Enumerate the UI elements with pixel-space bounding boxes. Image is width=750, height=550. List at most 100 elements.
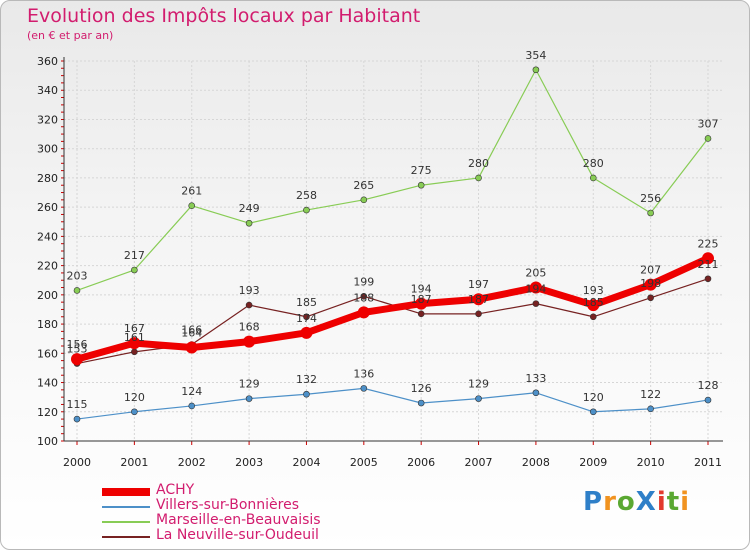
legend-swatch <box>102 506 150 508</box>
data-point <box>704 396 712 404</box>
data-point <box>73 287 81 294</box>
y-tick-label: 220 <box>37 260 58 273</box>
data-label: 129 <box>239 378 260 391</box>
x-tick-label: 2010 <box>637 456 665 469</box>
data-point <box>415 297 428 310</box>
data-point <box>589 174 597 182</box>
x-tick-label: 2001 <box>120 456 148 469</box>
data-point <box>188 202 196 209</box>
series-achy <box>71 252 714 366</box>
data-label: 133 <box>525 372 546 385</box>
y-tick-label: 140 <box>37 377 58 390</box>
data-point <box>360 196 368 204</box>
data-point <box>644 278 657 291</box>
data-label: 193 <box>583 284 604 297</box>
data-label: 161 <box>124 331 145 344</box>
y-tick-label: 260 <box>37 201 58 214</box>
data-label: 280 <box>468 157 489 170</box>
data-label: 194 <box>525 283 546 296</box>
data-point <box>188 402 196 410</box>
data-label: 207 <box>640 264 661 277</box>
data-point <box>131 266 138 274</box>
data-point <box>704 135 712 142</box>
data-point <box>303 206 310 214</box>
data-label: 185 <box>296 296 317 309</box>
data-point <box>300 326 313 339</box>
legend-label: ACHY <box>156 482 195 498</box>
x-tick-label: 2000 <box>63 456 91 469</box>
series-villers-sur-bonnieres <box>73 385 712 423</box>
data-label: 217 <box>124 249 145 262</box>
data-label: 128 <box>698 379 719 392</box>
data-point <box>704 275 712 283</box>
data-label: 256 <box>640 192 661 205</box>
data-point <box>475 174 482 182</box>
data-point <box>303 390 310 398</box>
data-label: 280 <box>583 157 604 170</box>
data-point <box>131 408 138 416</box>
data-label: 199 <box>353 275 374 288</box>
data-point <box>472 293 485 306</box>
data-label: 265 <box>353 179 374 192</box>
chart-title: Evolution des Impôts locaux par Habitant <box>27 5 421 27</box>
legend-label: La Neuville-sur-Oudeuil <box>156 527 319 543</box>
data-point <box>647 405 654 413</box>
data-point <box>245 395 253 402</box>
data-point <box>589 313 597 321</box>
x-tick-label: 2006 <box>407 456 435 469</box>
series-line <box>76 387 709 420</box>
data-label: 166 <box>181 324 202 337</box>
data-label: 132 <box>296 373 317 386</box>
y-tick-label: 180 <box>37 318 58 331</box>
data-label: 187 <box>468 293 489 306</box>
y-tick-label: 300 <box>37 143 58 156</box>
data-point <box>360 385 368 392</box>
data-label: 168 <box>239 321 260 334</box>
y-tick-label: 320 <box>37 113 58 126</box>
data-point <box>71 353 83 366</box>
data-point <box>532 300 540 307</box>
y-tick-label: 240 <box>37 230 58 243</box>
data-label: 198 <box>640 277 661 290</box>
legend-label: Villers-sur-Bonnières <box>156 497 300 513</box>
data-label: 115 <box>67 398 88 411</box>
data-point <box>417 399 425 407</box>
series-line <box>73 254 712 363</box>
x-tick-label: 2004 <box>292 456 320 469</box>
axes: 100 120 140 160 180 200 220 240 260 280 300 320 340 3… <box>37 55 723 469</box>
y-tick-label: 160 <box>37 347 58 360</box>
data-point <box>529 281 542 294</box>
data-point <box>243 335 256 348</box>
data-label: 193 <box>239 284 260 297</box>
data-label: 153 <box>67 343 88 356</box>
x-tick-label: 2009 <box>579 456 607 469</box>
data-point <box>532 66 540 74</box>
data-label: 249 <box>239 202 260 215</box>
x-tick-label: 2005 <box>350 456 378 469</box>
data-label: 120 <box>124 391 145 404</box>
data-label: 197 <box>468 278 489 291</box>
grid <box>64 60 723 442</box>
legend-label: Marseille-en-Beauvaisis <box>156 512 321 528</box>
y-tick-label: 360 <box>37 55 58 68</box>
data-label: 164 <box>181 326 202 339</box>
data-point <box>417 310 425 318</box>
data-point <box>589 408 597 416</box>
data-label: 185 <box>583 296 604 309</box>
data-point <box>73 415 81 423</box>
data-label: 225 <box>698 237 719 250</box>
data-label: 188 <box>353 291 374 304</box>
data-label: 126 <box>411 382 432 395</box>
chart-subtitle: (en € et par an) <box>27 29 114 42</box>
data-point <box>245 301 253 309</box>
data-label: 124 <box>181 385 202 398</box>
data-point <box>245 219 253 227</box>
data-label: 120 <box>583 391 604 404</box>
x-tick-label: 2003 <box>235 456 263 469</box>
data-label: 205 <box>525 267 546 280</box>
data-point <box>357 306 370 319</box>
series-line <box>76 69 709 292</box>
data-label: 167 <box>124 322 145 335</box>
series-line <box>76 278 709 365</box>
